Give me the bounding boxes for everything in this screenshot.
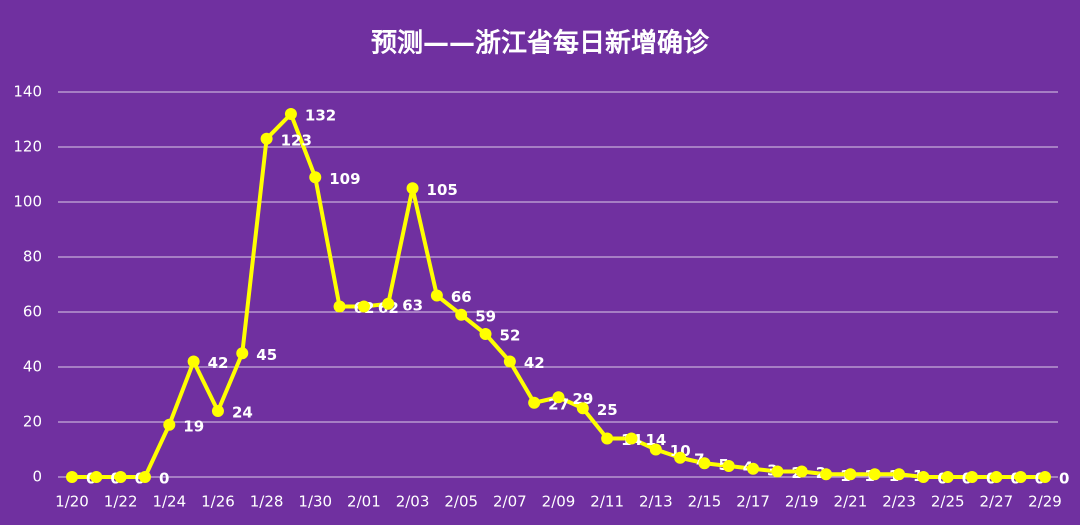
data-label: 14 [645,431,666,449]
y-tick-label: 60 [23,303,42,321]
point [357,300,370,313]
point [771,465,784,478]
point [309,171,322,184]
data-label: 59 [475,307,496,325]
point [990,471,1003,483]
point [625,432,638,445]
data-label: 63 [402,296,423,314]
x-tick-label: 2/11 [590,493,624,511]
point [941,471,954,483]
x-tick-label: 2/07 [493,493,527,511]
point [430,289,443,302]
point [747,462,760,475]
point [138,471,151,483]
point [820,468,833,481]
point [333,300,346,313]
data-label: 42 [524,354,545,372]
data-label: 132 [305,107,336,125]
point [722,460,735,472]
point [455,308,468,321]
point [284,108,297,120]
data-label: 109 [329,170,360,188]
x-tick-label: 2/23 [882,493,916,511]
data-label: 45 [256,346,277,364]
chart-title: 预测——浙江省每日新增确诊 [371,28,710,59]
point [795,465,808,478]
point [479,328,492,340]
data-label: 123 [281,131,312,149]
data-label: 105 [427,181,458,199]
data-label: 25 [597,401,618,419]
x-tick-label: 2/15 [688,493,722,511]
data-label: 52 [500,327,521,345]
point [674,451,687,464]
x-tick-label: 1/30 [298,493,332,511]
point [868,468,881,481]
point [528,396,541,409]
point [163,418,176,431]
data-label: 24 [232,404,253,422]
x-tick-label: 1/20 [55,493,89,511]
x-tick-label: 1/22 [104,493,138,511]
x-tick-label: 2/21 [834,493,868,511]
x-tick-label: 2/19 [785,493,819,511]
x-tick-label: 2/05 [444,493,478,511]
point [1039,471,1051,483]
point [552,391,565,404]
data-label: 0 [159,470,169,488]
point [503,355,516,368]
x-tick-label: 1/26 [201,493,235,511]
point [1014,471,1027,483]
point [260,132,273,145]
x-tick-label: 2/03 [396,493,430,511]
x-tick-label: 2/25 [931,493,965,511]
data-label: 19 [183,417,204,435]
line [72,112,1045,479]
x-tick-label: 2/17 [736,493,770,511]
point [406,182,419,195]
point [382,297,395,310]
y-tick-label: 100 [13,193,42,211]
point [893,468,906,481]
point [601,432,614,445]
y-tick-label: 120 [13,138,42,156]
data-label: 42 [208,354,229,372]
point [114,471,127,483]
point [844,468,857,481]
data-label: 29 [573,390,594,408]
data-label: 7 [694,450,704,468]
y-tick-label: 140 [13,83,42,101]
point [698,457,711,470]
data-label: 66 [451,288,472,306]
y-tick-label: 0 [32,468,42,486]
point [649,443,662,456]
point [917,471,930,483]
y-tick-label: 40 [23,358,42,376]
x-tick-label: 2/27 [980,493,1014,511]
point [236,347,249,360]
point [187,355,200,368]
y-tick-label: 20 [23,413,42,431]
point [966,471,979,483]
point [211,405,224,417]
x-tick-label: 1/24 [152,493,186,511]
x-tick-label: 1/28 [250,493,284,511]
y-tick-label: 80 [23,248,42,266]
data-label: 0 [1059,470,1069,488]
point [90,471,103,483]
x-tick-label: 2/13 [639,493,673,511]
point [576,402,589,415]
x-tick-label: 2/01 [347,493,381,511]
x-tick-label: 2/29 [1028,493,1062,511]
x-tick-label: 2/09 [542,493,576,511]
point [66,471,78,483]
